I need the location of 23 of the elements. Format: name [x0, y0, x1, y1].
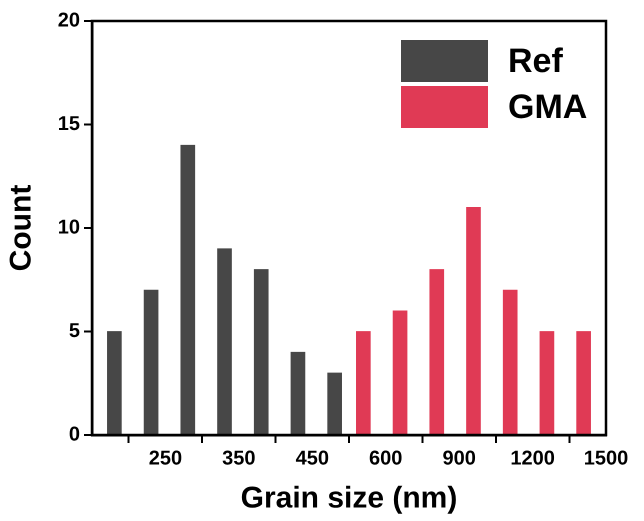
x-axis-title: Grain size (nm)	[240, 481, 458, 514]
legend-label: GMA	[508, 88, 588, 126]
y-tick-label: 15	[58, 113, 80, 136]
x-tick-label: 250	[148, 448, 182, 470]
bar	[327, 372, 342, 434]
y-tick-label: 0	[68, 424, 80, 446]
x2-tick-label: 600	[369, 448, 402, 470]
y-tick-label: 10	[58, 216, 80, 239]
y-tick-label: 20	[58, 10, 80, 32]
y-tick-label: 5	[68, 320, 80, 342]
bar	[217, 248, 232, 434]
x2-tick-label: 1500	[584, 448, 628, 470]
bar	[107, 331, 122, 434]
bar	[180, 144, 196, 434]
bar	[144, 290, 158, 434]
bar	[254, 269, 269, 434]
y-axis-title: Count	[4, 184, 38, 272]
bar	[290, 352, 306, 434]
x2-tick-label: 1200	[510, 448, 555, 470]
x-tick-label: 450	[296, 448, 329, 470]
x2-tick-label: 900	[442, 448, 476, 470]
legend-label: Ref	[508, 42, 564, 80]
x-tick-label: 350	[222, 448, 256, 470]
